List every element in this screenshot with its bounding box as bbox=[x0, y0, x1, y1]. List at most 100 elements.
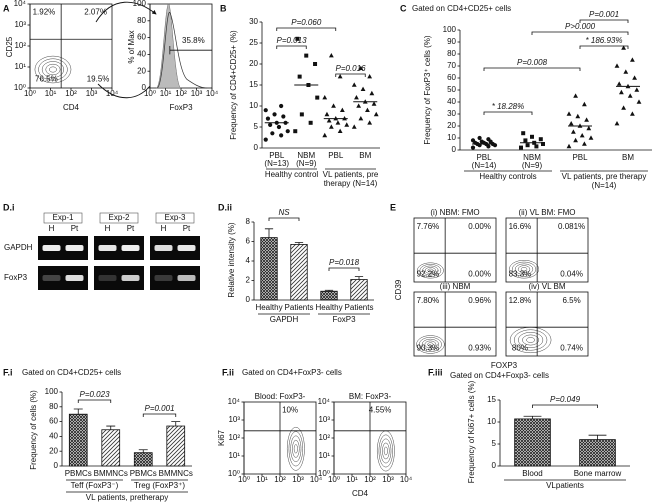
contour bbox=[421, 338, 440, 351]
x-tick-label: NBM bbox=[297, 151, 315, 160]
gel-band bbox=[121, 275, 140, 281]
data-point bbox=[358, 65, 364, 70]
data-point bbox=[470, 138, 476, 143]
quadrant-label: 7.80% bbox=[417, 296, 440, 305]
group-label: Teff (FoxP3⁻) bbox=[70, 481, 119, 490]
group-label: Healthy controls bbox=[479, 172, 537, 181]
y-tick-label: 80 bbox=[137, 16, 146, 25]
y-tick-label: 60 bbox=[137, 33, 146, 42]
y-tick-label: 4 bbox=[246, 256, 251, 265]
x-tick-label: Blood bbox=[522, 469, 542, 478]
quadrant-label: 7.76% bbox=[417, 222, 440, 231]
x-tick-label: 10² bbox=[274, 475, 286, 484]
x-tick-label: 10¹ bbox=[160, 89, 172, 98]
data-point bbox=[268, 122, 273, 127]
plot-frame bbox=[505, 217, 589, 283]
quadrant-label: 0.74% bbox=[560, 343, 583, 352]
gate-arrow bbox=[97, 83, 151, 99]
quadrant-label: 0.00% bbox=[468, 269, 491, 278]
group-label: Treg (FoxP3⁺) bbox=[133, 481, 186, 490]
y-tick-label: 5 bbox=[254, 122, 259, 131]
contour bbox=[416, 335, 445, 354]
p-value: P=0.049 bbox=[550, 395, 581, 404]
x-axis-label: FoxP3 bbox=[169, 103, 193, 112]
contour bbox=[383, 446, 388, 456]
data-point bbox=[344, 122, 350, 127]
plot-frame bbox=[413, 217, 497, 283]
data-point bbox=[582, 141, 587, 146]
data-point bbox=[479, 139, 484, 144]
bar bbox=[579, 439, 616, 467]
group-label-box: Healthy controls bbox=[479, 172, 537, 181]
group-label: Healthy control bbox=[264, 170, 319, 179]
contour bbox=[509, 259, 540, 279]
data-point bbox=[339, 107, 345, 112]
plot-frame bbox=[149, 3, 213, 89]
quadrant-label: 2.07% bbox=[84, 8, 107, 17]
data-point bbox=[308, 120, 313, 125]
gel-band bbox=[121, 245, 140, 251]
comparison-bracket bbox=[483, 111, 533, 115]
y-tick-label: 0 bbox=[246, 295, 251, 304]
y-tick-label: 10 bbox=[487, 417, 496, 426]
quadrant-label: 0.04% bbox=[560, 269, 583, 278]
x-tick-label: PBL bbox=[572, 153, 588, 162]
data-point bbox=[295, 36, 300, 41]
y-tick-label: 15 bbox=[249, 80, 258, 89]
error-bar bbox=[73, 408, 83, 415]
data-point bbox=[523, 138, 528, 143]
y-tick-label: 0 bbox=[142, 83, 147, 92]
data-point bbox=[335, 120, 341, 125]
bar bbox=[350, 279, 368, 301]
data-point bbox=[575, 113, 581, 119]
panel-label: D.i bbox=[3, 202, 15, 212]
y-tick-label: 30 bbox=[249, 17, 258, 26]
lane-label: H bbox=[105, 224, 111, 233]
contour bbox=[45, 63, 61, 76]
panel-label: A bbox=[3, 3, 10, 13]
data-point bbox=[315, 95, 320, 100]
data-point bbox=[538, 137, 543, 142]
data-point bbox=[367, 120, 373, 125]
error-bar bbox=[324, 289, 334, 292]
panel-title: Gated on CD4+CD25+ cells bbox=[412, 4, 511, 13]
y-tick-label: 25 bbox=[249, 38, 258, 47]
comparison-bracket bbox=[579, 19, 629, 23]
x-tick-label: PBL bbox=[476, 153, 492, 162]
y-tick-label: 10² bbox=[228, 433, 240, 442]
panel-label: C bbox=[400, 3, 407, 13]
panel-title: Gated on CD4+CD25+ cells bbox=[22, 368, 121, 377]
x-tick-label: BMMNCs bbox=[159, 469, 193, 478]
data-point bbox=[281, 114, 286, 119]
data-point bbox=[351, 124, 357, 129]
y-tick-label: 10⁴ bbox=[14, 0, 27, 8]
data-point bbox=[634, 87, 640, 92]
contour bbox=[418, 337, 442, 352]
data-point bbox=[272, 112, 277, 117]
group-label-box: VL patients, pre therapy (N=14) bbox=[323, 170, 379, 188]
experiment-box bbox=[43, 212, 83, 224]
gel-band bbox=[42, 245, 61, 251]
data-point bbox=[328, 53, 334, 58]
y-tick-label: 20 bbox=[447, 121, 456, 130]
y-tick-label: 10² bbox=[318, 433, 330, 442]
contour bbox=[382, 442, 390, 460]
data-point bbox=[630, 111, 635, 116]
x-axis-label: CD4 bbox=[63, 103, 80, 112]
data-point bbox=[313, 62, 318, 66]
y-axis-label: Frequency of FoxP3⁺ cells (%) bbox=[423, 35, 432, 144]
contour bbox=[380, 438, 392, 464]
panel-label: F.i bbox=[3, 367, 13, 377]
y-tick-label: 40 bbox=[447, 97, 456, 106]
data-point bbox=[584, 117, 589, 122]
contour bbox=[286, 426, 305, 471]
data-point bbox=[582, 101, 587, 107]
contour bbox=[419, 264, 442, 277]
data-point bbox=[541, 142, 545, 146]
row-label: GAPDH bbox=[4, 243, 33, 252]
quadrant-label: 1.92% bbox=[33, 8, 56, 17]
data-point bbox=[369, 90, 375, 96]
x-tick-note: (N=9) bbox=[296, 159, 317, 168]
data-point bbox=[263, 108, 268, 113]
error-bar bbox=[171, 421, 181, 427]
